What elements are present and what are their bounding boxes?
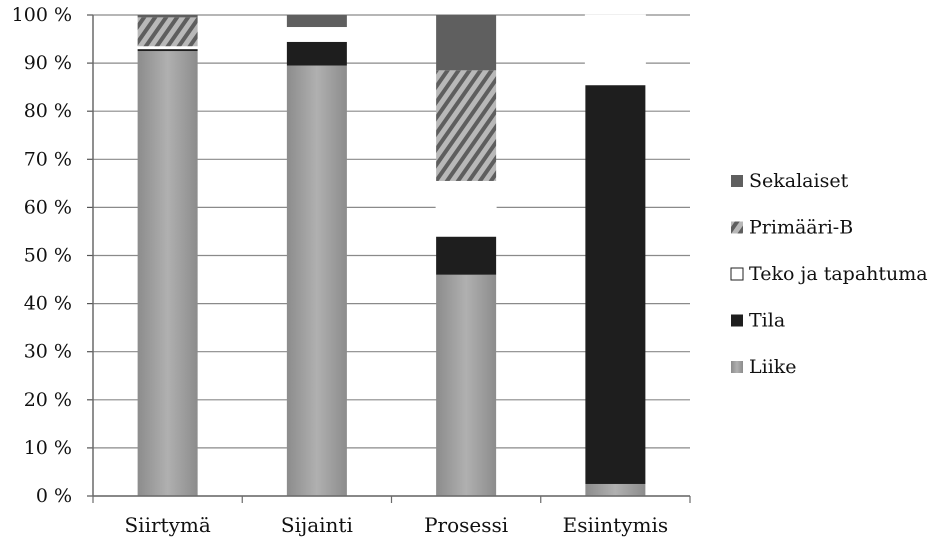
y-tick-label: 80 %: [24, 100, 72, 122]
bar-segment-liike-esiintymis: [585, 483, 646, 496]
bar-segment-teko-ja-tapahtuma-esiintymis: [584, 14, 646, 86]
legend-item-liike: Liike: [731, 356, 797, 378]
legend-label: Teko ja tapahtuma: [749, 263, 928, 285]
legend-swatch: [731, 314, 743, 327]
bar-segment-primaari-b-siirtyma: [137, 17, 198, 47]
y-tick-label: 40 %: [24, 293, 72, 315]
legend-swatch: [731, 361, 743, 373]
y-tick-label: 20 %: [24, 389, 72, 411]
x-category-label: Sijainti: [281, 513, 353, 537]
legend-item-sekalaiset: Sekalaiset: [731, 170, 849, 192]
y-tick-label: 30 %: [24, 341, 72, 363]
y-tick-label: 10 %: [24, 437, 72, 459]
legend-item-teko-ja-tapahtuma: Teko ja tapahtuma: [730, 263, 928, 285]
y-tick-label: 100 %: [12, 4, 72, 26]
legend-label: Sekalaiset: [749, 170, 849, 192]
bar-segment-tila-esiintymis: [585, 84, 646, 484]
legend-item-primaari-b: Primääri-B: [731, 217, 853, 239]
x-axis-category-labels: Siirtymä Sijainti Prosessi Esiintymis: [124, 513, 668, 537]
legend-item-tila: Tila: [731, 310, 785, 332]
bar-segment-liike-prosessi: [436, 274, 497, 496]
bar-segment-tila-siirtyma: [137, 48, 198, 52]
x-category-label: Prosessi: [424, 513, 508, 537]
legend-label: Primääri-B: [749, 217, 853, 239]
bar-segment-teko-ja-tapahtuma-siirtyma: [137, 45, 199, 50]
y-tick-label: 60 %: [24, 196, 72, 218]
y-tick-label: 90 %: [24, 52, 72, 74]
bar-segment-primaari-b-prosessi: [436, 70, 497, 181]
y-tick-label: 70 %: [24, 148, 72, 170]
legend-swatch: [730, 267, 744, 281]
bars: [137, 14, 646, 496]
bar-segment-sekalaiset-siirtyma: [137, 15, 198, 18]
bar-segment-sekalaiset-prosessi: [436, 15, 497, 71]
legend-swatch: [731, 221, 743, 234]
bar-segment-sekalaiset-sijainti: [286, 15, 347, 28]
x-category-label: Siirtymä: [124, 513, 210, 537]
bar-segment-tila-prosessi: [436, 236, 497, 275]
legend-label: Liike: [749, 356, 797, 378]
bar-segment-teko-ja-tapahtuma-prosessi: [435, 180, 497, 237]
y-tick-label: 0 %: [36, 485, 72, 507]
legend-label: Tila: [749, 310, 785, 332]
bar-segment-teko-ja-tapahtuma-sijainti: [286, 26, 348, 42]
y-axis-tick-labels: 0 % 10 % 20 % 30 % 40 % 50 % 60 % 70 % 80 % 90 % 1…: [12, 4, 72, 507]
bar-segment-tila-sijainti: [286, 41, 347, 66]
bar-segment-liike-sijainti: [286, 65, 347, 496]
legend-swatch: [731, 175, 743, 187]
x-category-label: Esiintymis: [563, 513, 669, 537]
y-tick-label: 50 %: [24, 245, 72, 267]
bar-segment-liike-siirtyma: [137, 51, 198, 496]
legend: Sekalaiset Primääri-B Teko ja tapahtuma Til…: [730, 170, 928, 378]
axes: [92, 15, 691, 503]
